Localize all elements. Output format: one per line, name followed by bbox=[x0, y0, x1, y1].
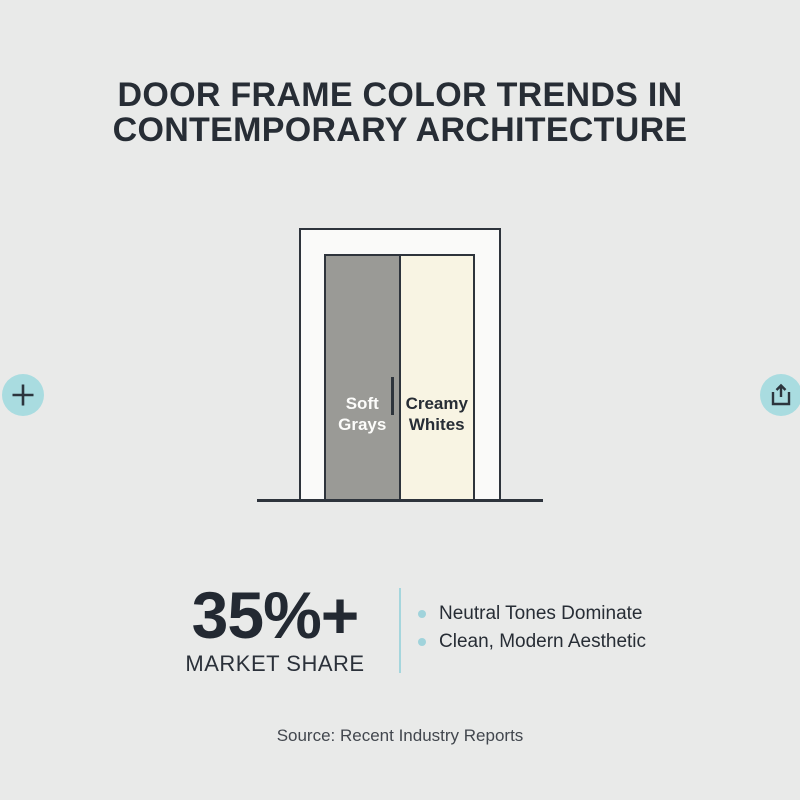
bullet-dot-icon bbox=[418, 610, 426, 618]
list-item: Neutral Tones Dominate bbox=[418, 600, 646, 628]
bullet-text: Clean, Modern Aesthetic bbox=[439, 631, 647, 652]
title-line-2: CONTEMPORARY ARCHITECTURE bbox=[112, 111, 688, 149]
door-panel-creamy-whites: Creamy Whites bbox=[400, 256, 473, 500]
market-share-value: 35%+ bbox=[191, 578, 360, 652]
page-title: DOOR FRAME COLOR TRENDS IN CONTEMPORARY … bbox=[0, 78, 800, 148]
share-button[interactable] bbox=[760, 374, 800, 416]
door-panel-label: Creamy Whites bbox=[405, 394, 468, 434]
list-item: Clean, Modern Aesthetic bbox=[418, 628, 646, 656]
plus-icon bbox=[11, 383, 35, 407]
door-illustration: Soft Grays Creamy Whites bbox=[324, 254, 475, 500]
key-points-list: Neutral Tones Dominate Clean, Modern Aes… bbox=[418, 600, 646, 656]
add-button[interactable] bbox=[2, 374, 44, 416]
door-handle-mark bbox=[391, 377, 394, 415]
door-panel-soft-grays: Soft Grays bbox=[326, 256, 401, 500]
share-icon bbox=[770, 383, 792, 407]
title-line-1: DOOR FRAME COLOR TRENDS IN bbox=[117, 76, 683, 114]
bullet-text: Neutral Tones Dominate bbox=[439, 603, 643, 624]
source-caption: Source: Recent Industry Reports bbox=[276, 726, 524, 745]
floor-line bbox=[257, 499, 543, 502]
vertical-divider bbox=[399, 588, 401, 673]
door-panel-label: Soft Grays bbox=[338, 394, 387, 434]
market-share-label: MARKET SHARE bbox=[185, 651, 365, 676]
bullet-dot-icon bbox=[418, 638, 426, 646]
